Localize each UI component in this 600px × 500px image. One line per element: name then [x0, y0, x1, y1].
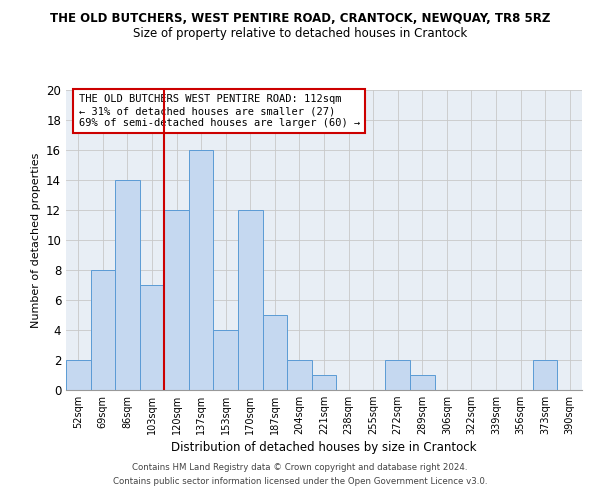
Bar	[91, 270, 115, 390]
Bar	[410, 375, 434, 390]
Bar	[385, 360, 410, 390]
Text: Contains HM Land Registry data © Crown copyright and database right 2024.: Contains HM Land Registry data © Crown c…	[132, 464, 468, 472]
Bar	[140, 285, 164, 390]
Bar	[263, 315, 287, 390]
Bar	[238, 210, 263, 390]
Text: THE OLD BUTCHERS, WEST PENTIRE ROAD, CRANTOCK, NEWQUAY, TR8 5RZ: THE OLD BUTCHERS, WEST PENTIRE ROAD, CRA…	[50, 12, 550, 26]
Bar	[214, 330, 238, 390]
X-axis label: Distribution of detached houses by size in Crantock: Distribution of detached houses by size …	[171, 442, 477, 454]
Text: Contains public sector information licensed under the Open Government Licence v3: Contains public sector information licen…	[113, 477, 487, 486]
Y-axis label: Number of detached properties: Number of detached properties	[31, 152, 41, 328]
Bar	[287, 360, 312, 390]
Bar	[115, 180, 140, 390]
Bar	[164, 210, 189, 390]
Bar	[312, 375, 336, 390]
Text: THE OLD BUTCHERS WEST PENTIRE ROAD: 112sqm
← 31% of detached houses are smaller : THE OLD BUTCHERS WEST PENTIRE ROAD: 112s…	[79, 94, 360, 128]
Bar	[189, 150, 214, 390]
Bar	[533, 360, 557, 390]
Bar	[66, 360, 91, 390]
Text: Size of property relative to detached houses in Crantock: Size of property relative to detached ho…	[133, 28, 467, 40]
